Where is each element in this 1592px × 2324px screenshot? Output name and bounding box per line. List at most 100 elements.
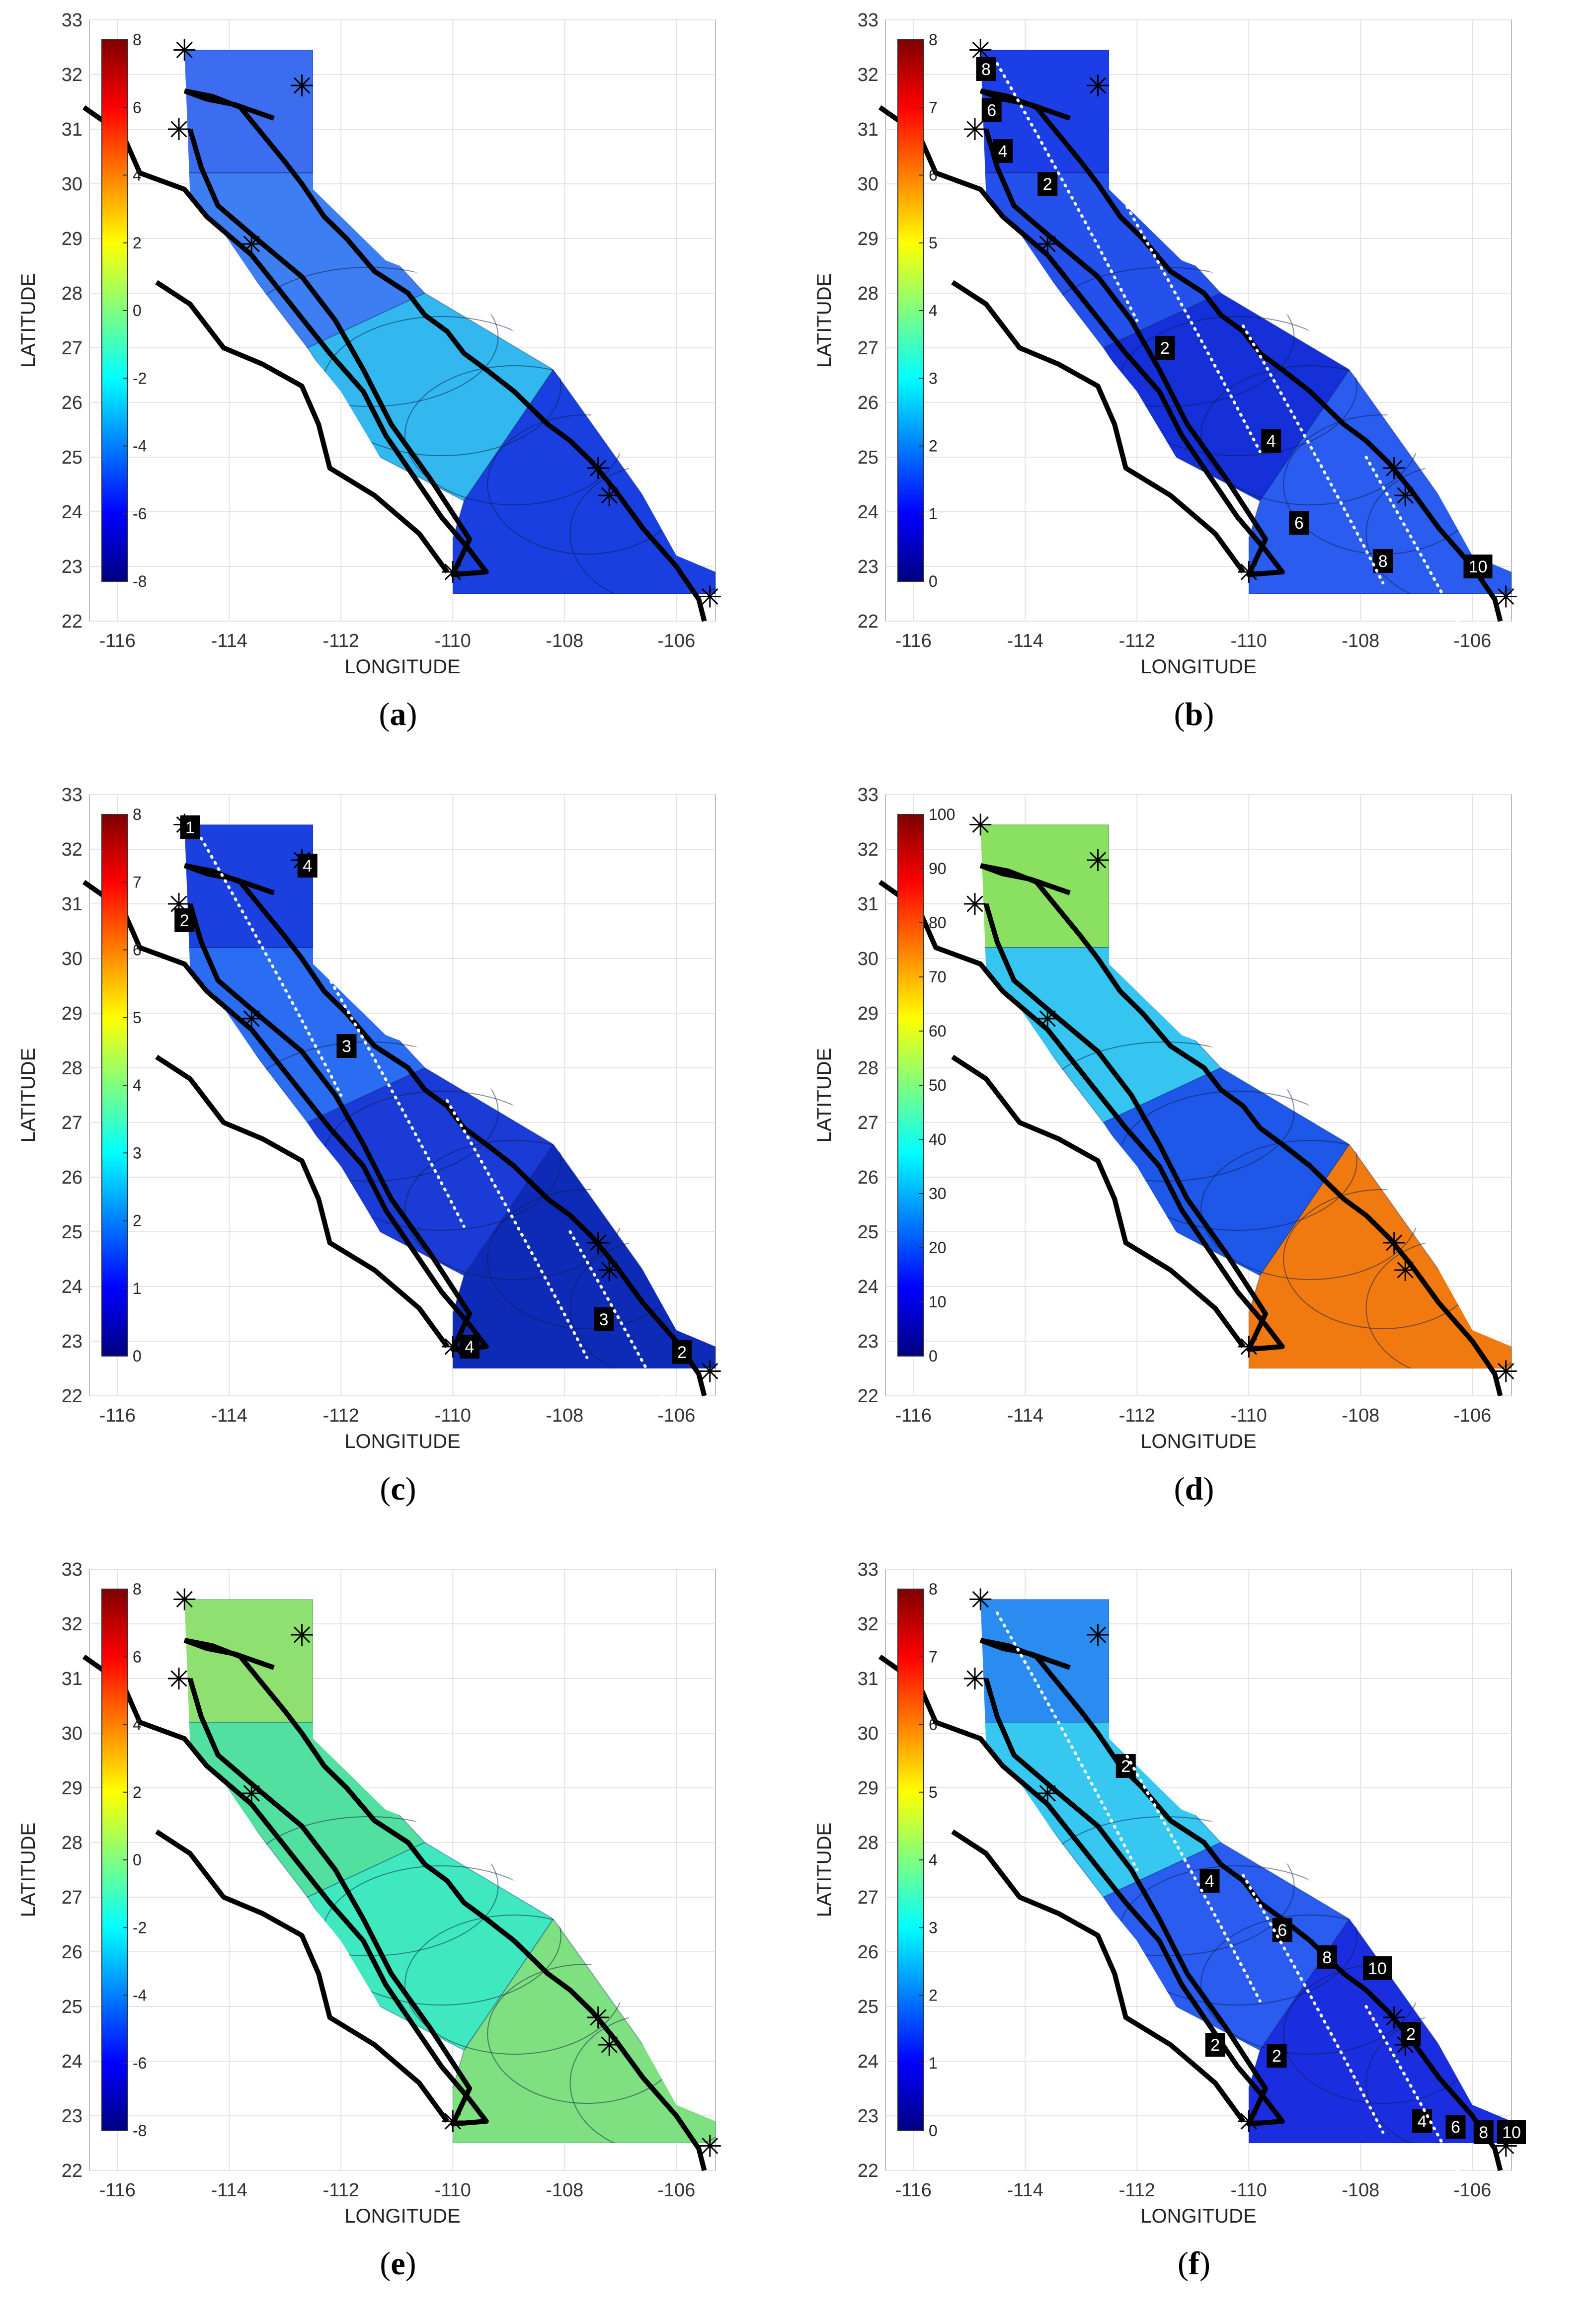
y-tick-label: 30 [858,949,878,969]
station-marker [598,2034,621,2056]
contour-label-box [1199,1869,1220,1893]
station-marker [964,893,986,915]
x-axis-label: LONGITUDE [1140,1431,1256,1452]
y-tick-label: 23 [858,1331,878,1352]
colorbar-tick-label: 0 [133,302,142,320]
x-tick-label: -106 [1453,2180,1491,2201]
coastline [155,1054,450,1348]
colorbar-tick-label: 4 [929,302,938,320]
x-tick-label: -116 [895,1405,932,1426]
colorbar-tick-label: 90 [929,860,947,878]
y-tick-label: 30 [858,1723,878,1744]
x-tick-label: -112 [323,631,359,651]
colorbar-tick-label: 6 [133,1648,142,1666]
contour-label: 8 [1378,552,1388,571]
station-marker [1238,561,1260,583]
station-marker [699,2135,721,2157]
colorbar-tick-label: 0 [929,1347,938,1365]
station-marker [442,561,464,583]
colorbar-tick-label: 4 [133,166,142,184]
y-tick-label: 22 [858,1386,878,1407]
caption-a: (a) [379,696,417,732]
caption-e: (e) [380,2245,416,2282]
y-tick-label: 22 [858,2161,878,2181]
station-marker [291,1624,313,1646]
x-tick-label: -108 [1342,631,1379,651]
contour-label-box [1463,555,1493,578]
colorbar-tick-label: 5 [929,234,938,252]
y-tick-label: 25 [858,1997,878,2017]
station-marker [1036,233,1059,255]
y-tick-label: 27 [858,1113,878,1133]
y-axis-label: LATITUDE [813,273,835,368]
colorbar-tick-label: 60 [929,1022,947,1040]
station-marker [969,813,992,836]
colorbar-tick-label: 6 [929,166,938,184]
colorbar-tick-label: 1 [929,505,938,523]
station-marker [1087,849,1109,871]
x-tick-label: -116 [895,2180,932,2201]
coastline [878,1654,1285,2127]
contour-label-box [1363,1956,1392,1980]
y-tick-label: 32 [62,839,82,860]
station-marker [173,1588,196,1610]
x-tick-label: -108 [1342,2180,1379,2201]
map-panel-b: 8 6 4 2 2 4 6 8 10 0 1 2 3 4 5 6 7 8 -116 -114 -112 -110 -108-… [796,0,1592,775]
y-tick-label: 31 [858,119,878,140]
y-tick-label: 24 [858,2051,878,2072]
coastline [184,1638,707,2171]
contour-label: 2 [677,1343,687,1362]
colorbar-tick-label: 8 [133,31,142,49]
contour-label-box [993,139,1013,163]
colorbar-tick-label: 10 [929,1293,947,1311]
station-marker [168,118,190,140]
station-marker [964,118,986,140]
map-plot-d: 0 10 20 30 40 50 60 70 80 90 100 -116 -114 -112 -110 -1… [813,785,1517,1452]
y-axis-label: LATITUDE [813,1048,835,1142]
x-tick-label: -106 [657,1405,695,1426]
colorbar-tick-label: 70 [929,968,947,986]
x-tick-label: -114 [211,631,247,651]
isoline-dotted [568,1230,712,1490]
y-tick-label: 22 [62,2161,82,2181]
caption-c: (c) [380,1471,416,1507]
contour-label-box [1412,2109,1432,2133]
contour-label-box [336,1034,357,1058]
y-tick-label: 30 [62,174,82,195]
x-tick-label: -112 [1119,1405,1155,1426]
colorbar-tick-label: 0 [133,1347,142,1365]
contour-label: 2 [180,911,189,930]
y-tick-label: 29 [62,1003,82,1024]
contour-label: 6 [1451,2118,1460,2137]
y-tick-label: 23 [858,557,878,577]
contour-label-box [1037,172,1058,196]
contour-label: 2 [1272,2047,1281,2066]
x-tick-label: -112 [323,1405,359,1426]
contour-label-box [1155,336,1175,360]
x-tick-label: -110 [435,1405,471,1426]
station-marker [240,233,263,255]
y-tick-label: 22 [62,1386,82,1407]
station-marker [1087,75,1109,96]
colorbar-tick-label: 7 [133,873,142,891]
x-tick-label: -110 [435,631,471,651]
station-marker [598,484,621,506]
x-tick-label: -108 [546,2180,583,2201]
x-tick-label: -108 [546,631,583,651]
isoline-dotted [996,62,1139,322]
y-tick-label: 32 [62,65,82,85]
contour-label: 10 [1502,2123,1521,2142]
x-tick-label: -110 [1231,631,1267,651]
colorbar-tick-label: -8 [133,572,147,590]
y-tick-label: 23 [62,557,82,577]
contour-label: 1 [185,818,195,837]
station-marker [1087,1624,1109,1646]
colorbar-tick-label: 2 [133,1212,142,1230]
colorbar-tick-label: -6 [133,2054,147,2072]
colorbar-tick-label: 2 [929,437,938,455]
map-panel-e: -8 -6 -4 -2 0 2 4 6 8 -116 -114 -112 -110 -108 -106 22 2… [0,1549,796,2324]
map-panel-f: 2 4 6 8 10 2 2 2 4 6 8 10 0 1 2 3 4 5 6 7 8 -116 -114 -112 -110-… [796,1549,1592,2324]
station-marker [1383,1232,1405,1254]
map-panel-d: 0 10 20 30 40 50 60 70 80 90 100 -116 -114 -112 -110 -1… [796,775,1592,1549]
